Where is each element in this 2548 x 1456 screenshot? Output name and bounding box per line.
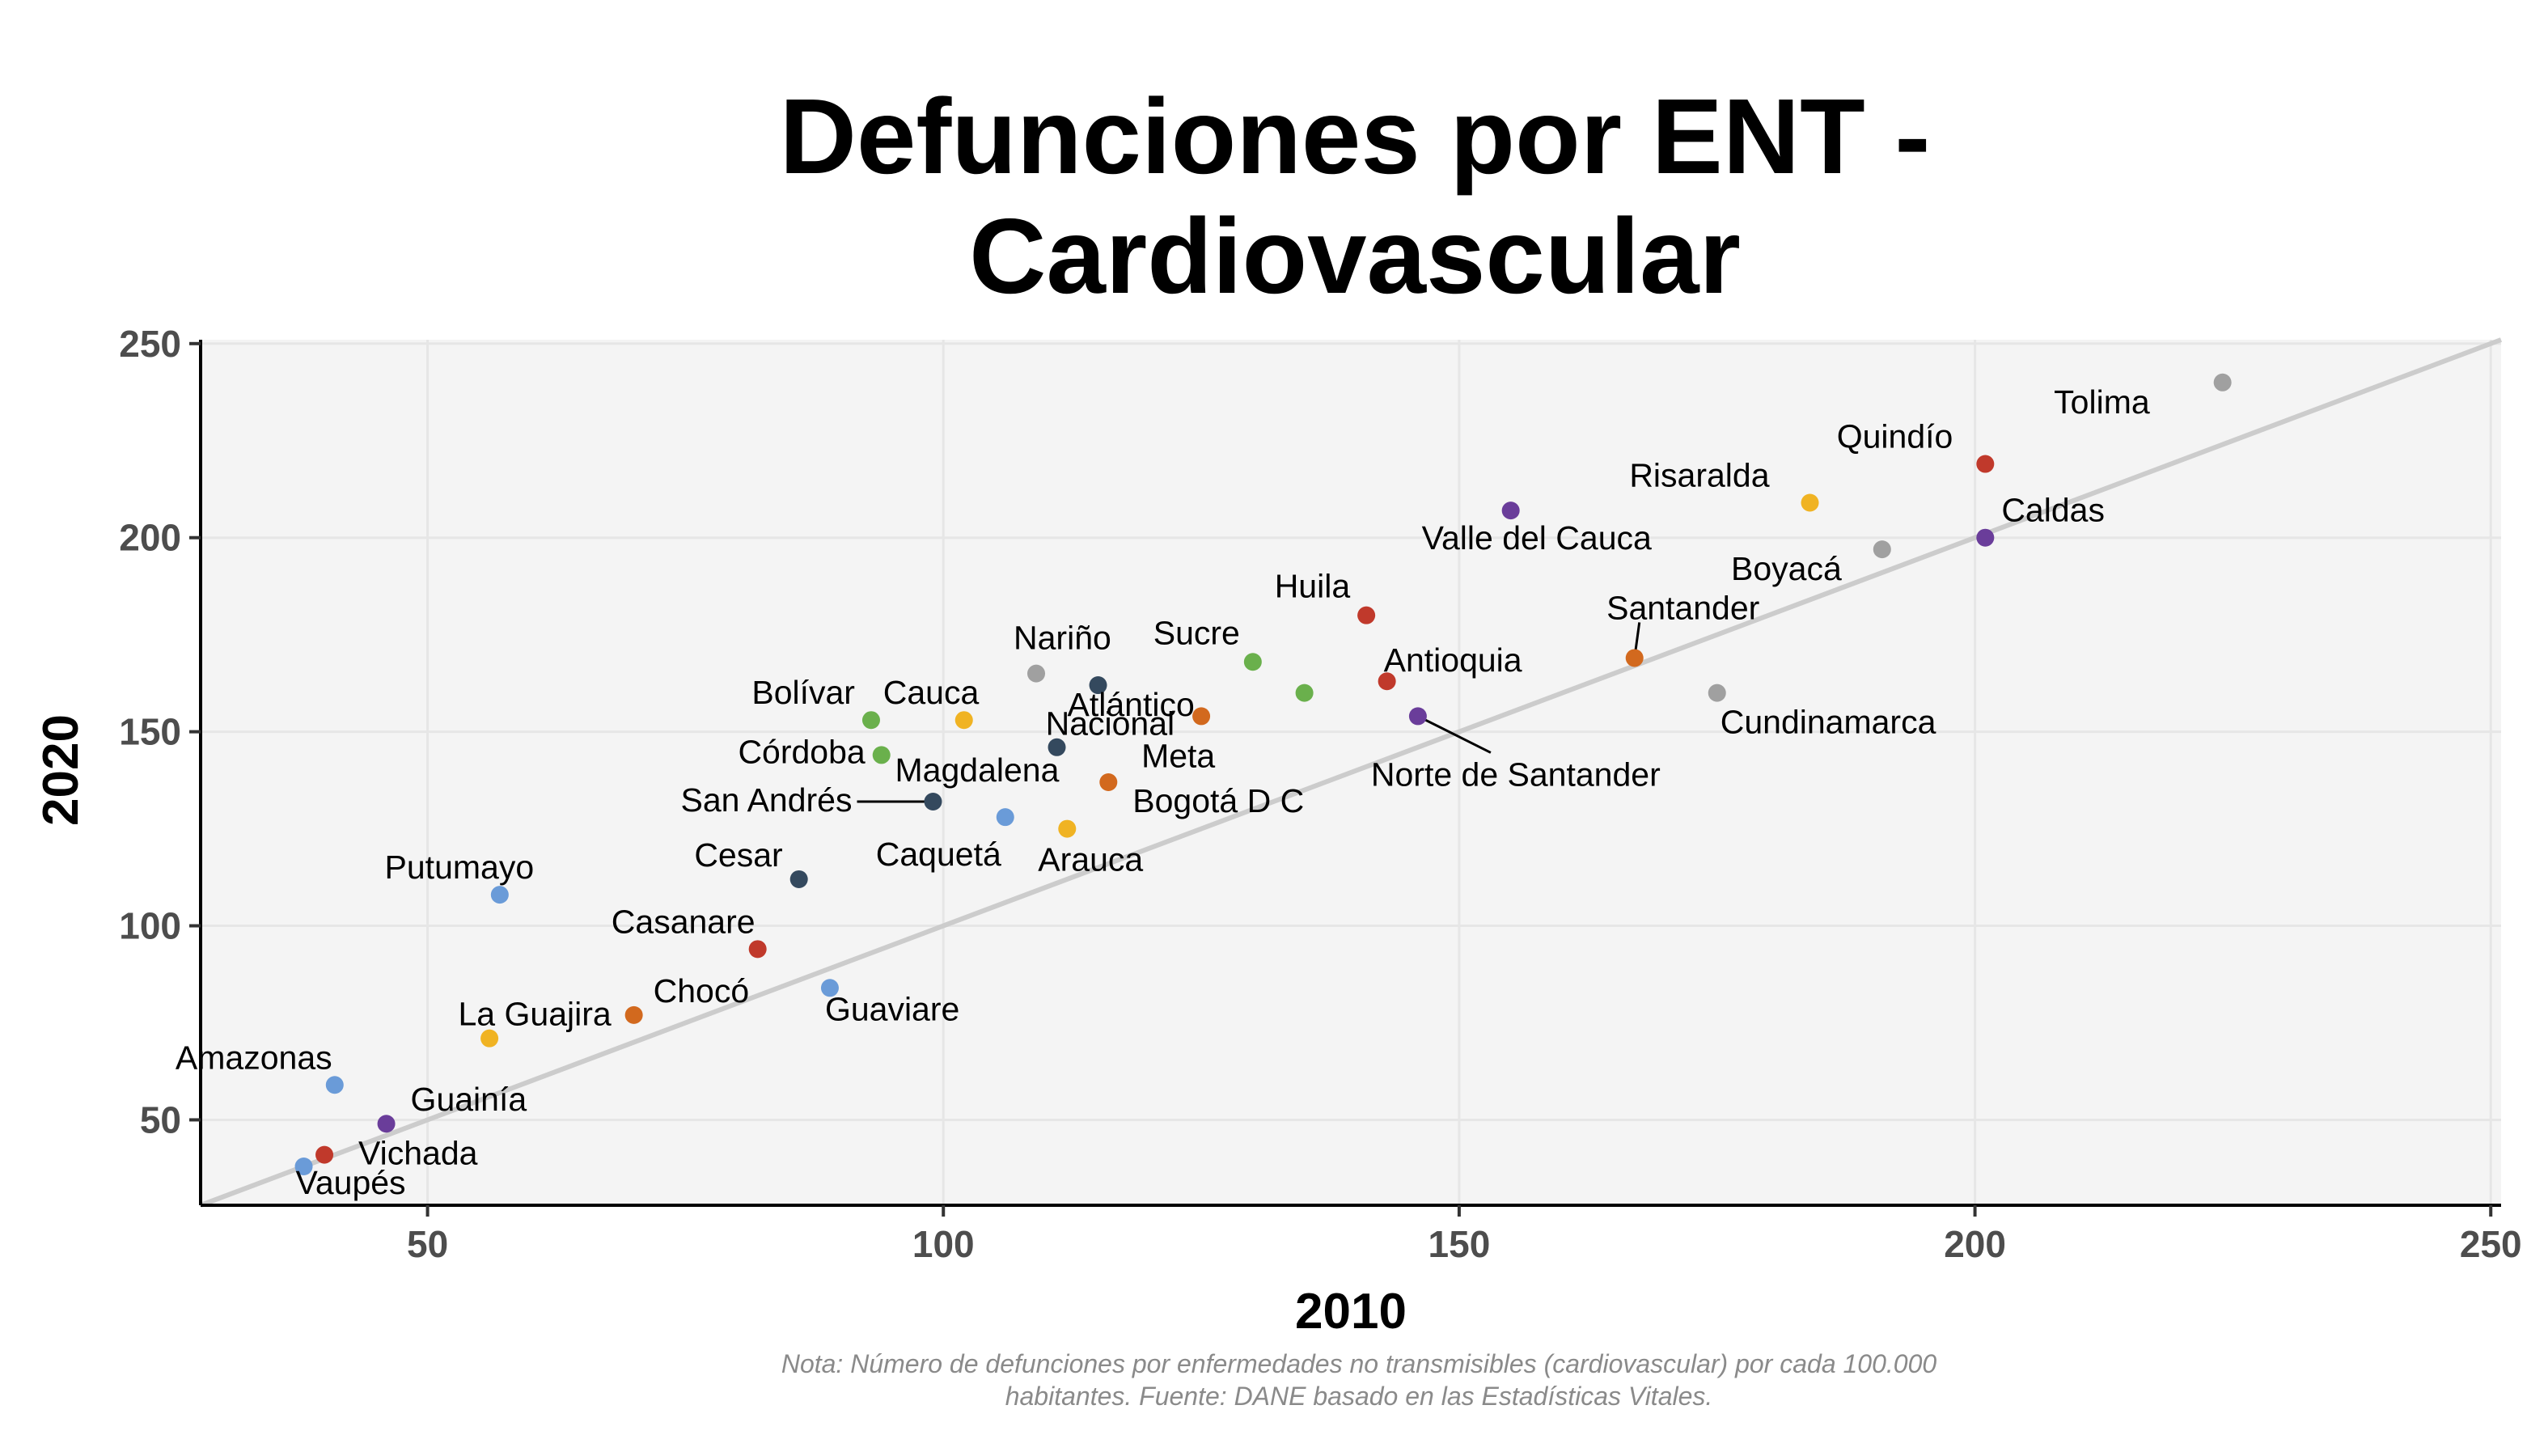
label-vaupes: Vaupés xyxy=(296,1164,406,1201)
point-nacional xyxy=(1295,684,1314,702)
label-amazonas: Amazonas xyxy=(176,1039,332,1076)
axes: 50 100 150 200 250 50 100 150 200 250 xyxy=(119,323,2521,1265)
point-vichada xyxy=(315,1145,334,1164)
label-choco: Chocó xyxy=(654,972,750,1009)
point-quindio xyxy=(1976,455,1995,473)
label-san-andres: San Andrés xyxy=(680,781,852,819)
x-tick-label-200: 200 xyxy=(1944,1223,2006,1265)
x-tick-label-250: 250 xyxy=(2460,1223,2522,1265)
label-cordoba: Córdoba xyxy=(738,733,865,770)
label-boyaca: Boyacá xyxy=(1731,550,1842,587)
chart-note: Nota: Número de defunciones por enfermed… xyxy=(534,1348,2184,1412)
label-magdalena: Magdalena xyxy=(895,751,1060,789)
label-risaralda: Risaralda xyxy=(1629,457,1769,494)
point-atlantico xyxy=(1089,676,1107,695)
note-line-2: habitantes. Fuente: DANE basado en las E… xyxy=(1005,1382,1713,1411)
point-bogota-d-c xyxy=(1099,772,1118,791)
label-cundinamarca: Cundinamarca xyxy=(1721,704,1936,741)
point-meta xyxy=(1192,707,1211,726)
label-caldas: Caldas xyxy=(2001,492,2105,529)
label-cauca: Cauca xyxy=(883,674,980,711)
label-valle-del-cauca: Valle del Cauca xyxy=(1422,519,1652,557)
x-tick-label-100: 100 xyxy=(912,1223,975,1265)
x-tick-label-50: 50 xyxy=(407,1223,448,1265)
label-atlantico: Atlántico xyxy=(1068,686,1195,723)
label-nacional: Nacional xyxy=(1046,705,1175,743)
label-guainia: Guainía xyxy=(411,1081,527,1118)
point-risaralda xyxy=(1801,493,1819,512)
label-narino: Nariño xyxy=(1014,620,1111,657)
grid-lines xyxy=(201,340,2501,1205)
point-norte-de-santander xyxy=(1408,707,1427,726)
label-bolivar: Bolívar xyxy=(751,674,855,711)
point-guainia xyxy=(377,1115,396,1133)
label-antioquia: Antioquia xyxy=(1384,641,1522,679)
y-axis-title: 2020 xyxy=(33,714,89,826)
point-casanare xyxy=(748,940,767,959)
point-huila xyxy=(1357,606,1376,624)
label-guaviare: Guaviare xyxy=(825,990,959,1027)
point-sucre xyxy=(1243,653,1262,671)
reference-line xyxy=(199,337,2503,1208)
point-antioquia xyxy=(1378,672,1396,691)
chart-title: Defunciones por ENT - Cardiovascular xyxy=(485,77,2224,316)
label-huila: Huila xyxy=(1275,568,1351,605)
label-tolima: Tolima xyxy=(2054,383,2150,421)
point-valle-del-cauca xyxy=(1501,502,1520,520)
point-narino xyxy=(1027,664,1046,683)
point-cordoba xyxy=(872,746,891,764)
point-caldas xyxy=(1976,528,1995,547)
label-sucre: Sucre xyxy=(1153,614,1240,651)
chart-title-line-2: Cardiovascular xyxy=(969,197,1741,315)
point-bolivar xyxy=(861,711,880,730)
point-guaviare xyxy=(820,979,839,997)
note-line-1: Nota: Número de defunciones por enfermed… xyxy=(781,1349,1937,1378)
point-putumayo xyxy=(490,886,509,904)
data-points xyxy=(294,373,2232,1176)
label-caqueta: Caquetá xyxy=(876,836,1001,873)
point-vaupes xyxy=(294,1158,313,1176)
reference-line-group xyxy=(199,337,2503,1208)
point-cesar xyxy=(789,870,808,888)
y-tick-label-150: 150 xyxy=(119,711,181,753)
point-la-guajira xyxy=(480,1029,499,1048)
point-magdalena xyxy=(1048,738,1066,756)
label-la-guajira: La Guajira xyxy=(459,996,612,1033)
label-quindio: Quindío xyxy=(1837,418,1953,455)
label-arauca: Arauca xyxy=(1038,841,1143,878)
leader-line-norte-de-santander xyxy=(1417,715,1492,754)
chart-title-line-1: Defunciones por ENT - xyxy=(779,77,1931,196)
label-cesar: Cesar xyxy=(694,836,782,874)
x-axis-title: 2010 xyxy=(1295,1284,1407,1340)
y-tick-label-250: 250 xyxy=(119,323,181,365)
point-cauca xyxy=(954,711,973,730)
x-tick-label-150: 150 xyxy=(1428,1223,1491,1265)
y-tick-label-200: 200 xyxy=(119,517,181,559)
point-cundinamarca xyxy=(1708,684,1726,702)
label-bogota-d-c: Bogotá D C xyxy=(1132,782,1304,819)
point-boyaca xyxy=(1873,540,1891,559)
point-labels: Tolima Quindío Risaralda Caldas Boyacá Valle … xyxy=(176,383,2150,1201)
label-casanare: Casanare xyxy=(612,903,756,940)
label-vichada: Vichada xyxy=(358,1135,478,1172)
label-norte-de-santander: Norte de Santander xyxy=(1371,756,1661,793)
point-caqueta xyxy=(996,808,1014,827)
point-arauca xyxy=(1058,819,1077,838)
point-santander xyxy=(1625,649,1644,667)
point-san-andres xyxy=(924,792,942,811)
point-tolima xyxy=(2213,373,2232,392)
point-amazonas xyxy=(325,1076,344,1094)
y-tick-label-50: 50 xyxy=(140,1098,181,1141)
label-santander: Santander xyxy=(1606,589,1759,626)
label-meta: Meta xyxy=(1141,737,1215,774)
y-tick-label-100: 100 xyxy=(119,905,181,947)
label-putumayo: Putumayo xyxy=(385,849,535,886)
point-choco xyxy=(624,1005,643,1024)
